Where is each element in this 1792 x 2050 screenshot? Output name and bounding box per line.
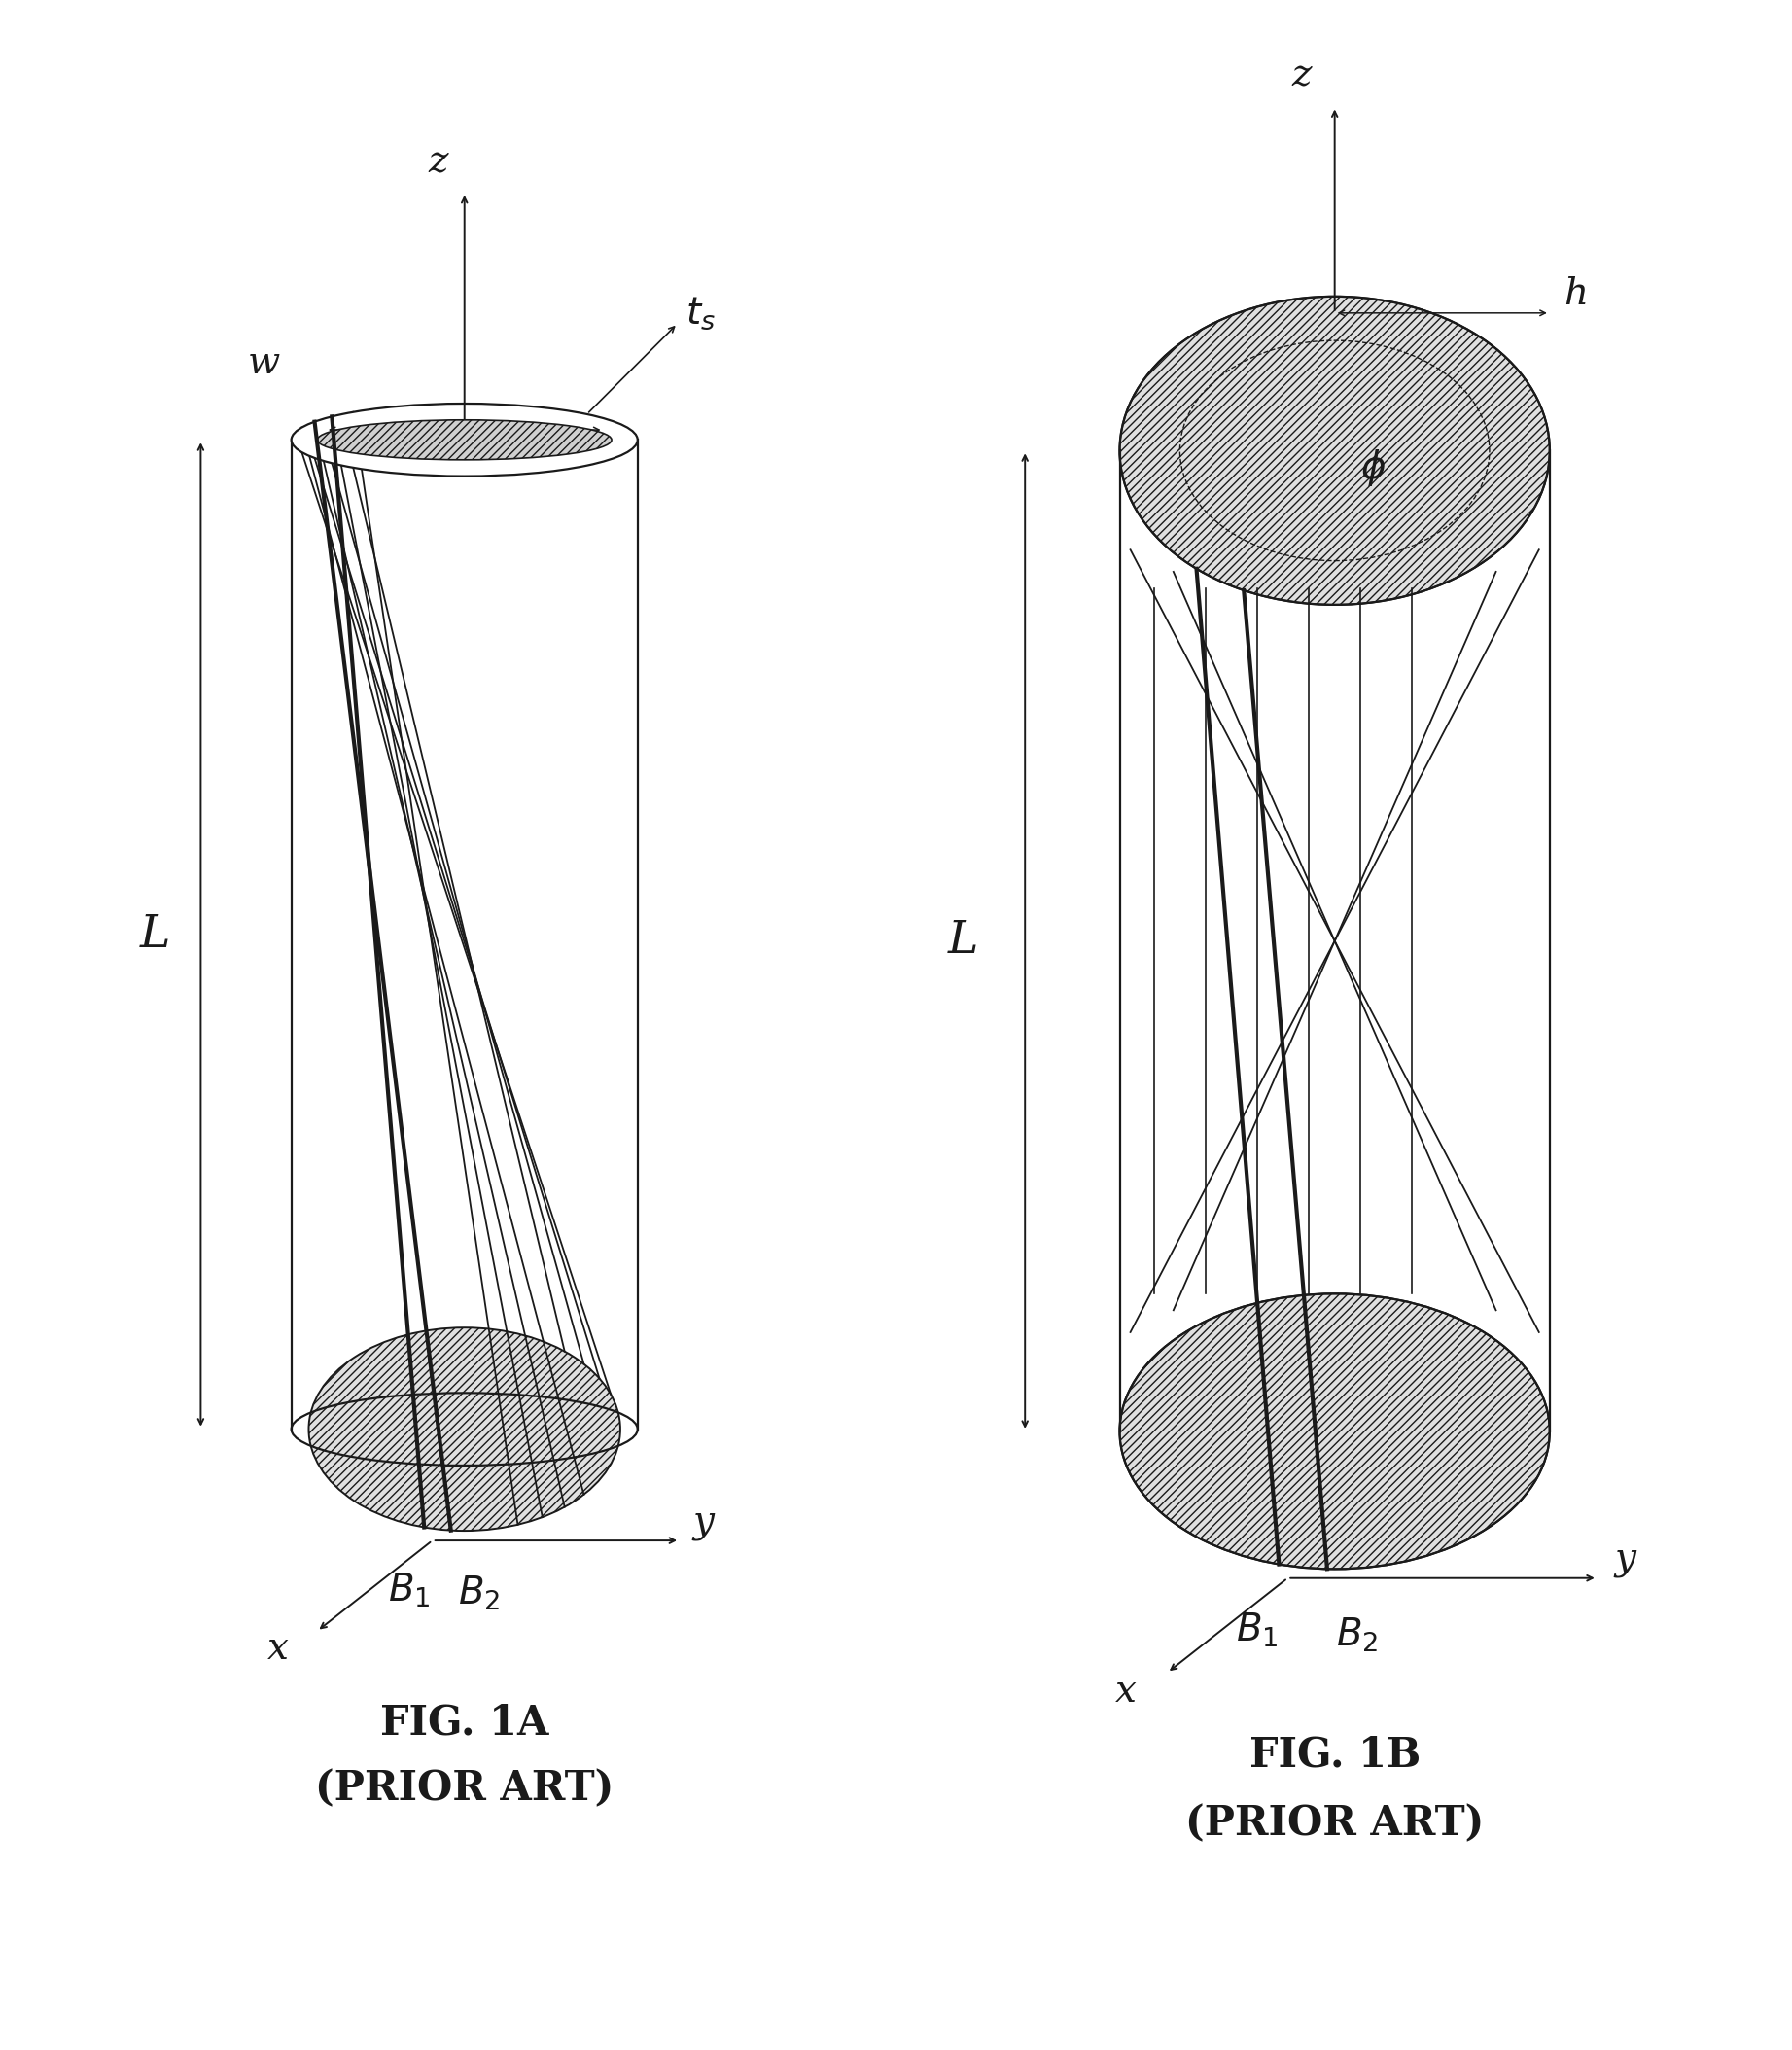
Text: (PRIOR ART): (PRIOR ART) xyxy=(315,1767,615,1808)
Ellipse shape xyxy=(1120,1294,1550,1568)
Text: x: x xyxy=(267,1632,289,1667)
Text: $\phi$: $\phi$ xyxy=(1360,447,1387,488)
Text: (PRIOR ART): (PRIOR ART) xyxy=(1185,1804,1484,1845)
Text: $B_1$: $B_1$ xyxy=(387,1572,430,1609)
Text: y: y xyxy=(1615,1542,1636,1578)
Ellipse shape xyxy=(308,1328,620,1531)
Text: w: w xyxy=(247,346,280,381)
Text: FIG. 1A: FIG. 1A xyxy=(380,1702,548,1742)
Text: L: L xyxy=(140,912,170,957)
Ellipse shape xyxy=(292,404,638,476)
Text: $B_1$: $B_1$ xyxy=(1236,1611,1278,1650)
Text: $t_s$: $t_s$ xyxy=(686,295,715,332)
Text: x: x xyxy=(1116,1673,1136,1710)
Text: L: L xyxy=(948,918,978,964)
Text: FIG. 1B: FIG. 1B xyxy=(1249,1734,1421,1775)
Text: $B_2$: $B_2$ xyxy=(1335,1615,1378,1654)
Text: z: z xyxy=(428,146,448,180)
Text: z: z xyxy=(1292,57,1312,94)
Ellipse shape xyxy=(317,420,611,459)
Text: h: h xyxy=(1563,277,1588,312)
Ellipse shape xyxy=(1120,297,1550,605)
Text: y: y xyxy=(694,1505,715,1540)
Text: $B_2$: $B_2$ xyxy=(457,1574,500,1613)
